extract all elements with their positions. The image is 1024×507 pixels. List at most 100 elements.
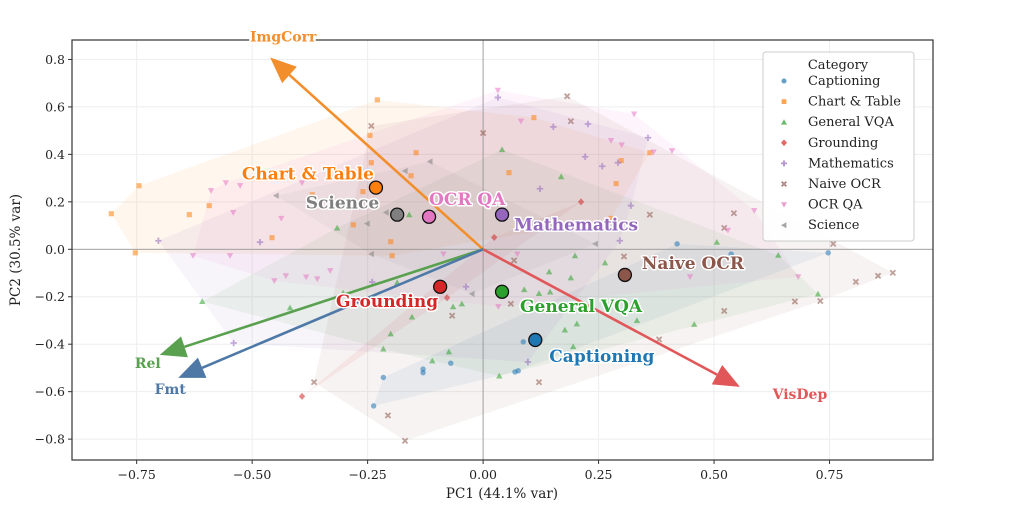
point-ocr-qa: [189, 253, 197, 259]
centroid-label-mathematics: Mathematics: [514, 216, 638, 236]
legend-entry-ocr-qa: OCR QA: [808, 198, 863, 213]
point-chart-table: [136, 183, 142, 189]
point-naive-ocr: [310, 378, 318, 386]
y-tick-label: 0.4: [45, 147, 65, 162]
arrow-head-rel: [159, 336, 188, 358]
x-tick-label: −0.50: [233, 467, 271, 482]
point-general-vqa: [567, 274, 575, 281]
point-ocr-qa: [302, 274, 310, 281]
point-general-vqa: [690, 321, 698, 327]
x-axis-label: PC1 (44.1% var): [446, 486, 558, 502]
plot-frame: [71, 39, 934, 461]
point-captioning: [515, 368, 521, 374]
x-tick-label: 0.25: [585, 467, 613, 482]
point-mathematics: [524, 358, 532, 366]
point-science: [368, 250, 374, 258]
legend-marker-chart-table: [781, 99, 787, 104]
point-science: [363, 220, 370, 227]
y-tick-label: 0.2: [45, 194, 65, 209]
centroid-chart-table: [368, 180, 384, 195]
x-tick-label: −0.25: [348, 467, 386, 482]
legend-entry-general-vqa: General VQA: [808, 115, 894, 130]
loading-label-fmt: Fmt: [155, 382, 187, 398]
point-chart-table: [132, 250, 138, 256]
point-general-vqa: [713, 238, 721, 245]
point-grounding: [443, 294, 451, 302]
hull-ocr-qa: [193, 90, 799, 307]
point-chart-table: [309, 192, 315, 198]
point-general-vqa: [561, 326, 569, 333]
arrow-shaft-imgcorr: [288, 73, 484, 251]
point-ocr-qa: [794, 274, 802, 281]
y-tick-label: 0.8: [45, 52, 65, 67]
y-tick-label: 0.6: [45, 99, 65, 114]
point-general-vqa: [408, 313, 416, 320]
point-mathematics: [550, 123, 557, 131]
point-general-vqa: [333, 224, 341, 231]
point-general-vqa: [498, 146, 506, 153]
point-captioning: [420, 369, 426, 376]
y-tick-label: 0.0: [45, 242, 65, 257]
point-general-vqa: [387, 330, 394, 337]
legend-box: [762, 51, 915, 242]
arrow-head-fmt: [178, 357, 207, 378]
point-chart-table: [350, 222, 356, 228]
centroid-label-captioning: Captioning: [549, 347, 654, 367]
hull-captioning: [373, 243, 829, 406]
centroids: Captioning Chart & Table General VQA Ground…: [240, 163, 746, 368]
point-mathematics: [536, 185, 544, 192]
point-grounding: [298, 392, 306, 400]
point-naive-ocr: [620, 253, 628, 260]
centroid-label-ocr-qa: OCR QA: [429, 190, 506, 210]
centroid-ocr-qa: [421, 209, 437, 224]
point-ocr-qa: [724, 227, 732, 234]
hull-chart-table: [111, 99, 650, 256]
arrow-shaft-visdep: [482, 248, 718, 376]
point-naive-ocr: [730, 210, 738, 217]
point-chart-table: [506, 170, 512, 176]
point-naive-ocr: [817, 297, 824, 305]
point-grounding: [577, 198, 585, 206]
hull-grounding: [302, 201, 582, 397]
centroid-label-chart-table: Chart & Table: [242, 165, 374, 185]
point-ocr-qa: [327, 268, 334, 274]
point-science: [382, 209, 389, 216]
point-general-vqa: [557, 173, 565, 180]
point-chart-table: [531, 115, 537, 121]
point-grounding: [490, 233, 498, 241]
point-captioning: [728, 251, 734, 257]
y-tick-label: −0.8: [35, 432, 65, 447]
point-ocr-qa: [751, 208, 758, 214]
point-chart-table: [647, 150, 653, 156]
point-chart-table: [269, 235, 275, 241]
centroid-mathematics: [494, 207, 510, 222]
point-captioning: [380, 374, 387, 381]
point-chart-table: [613, 180, 619, 187]
point-ocr-qa: [222, 180, 230, 187]
x-tick-label: −0.75: [118, 467, 156, 482]
point-naive-ocr: [655, 336, 663, 343]
axis-ticks: −0.75 −0.50 −0.25 0.00 0.25 0.50 0.75 0.8 0.6 0.4…: [35, 52, 844, 482]
point-naive-ocr: [874, 272, 882, 280]
point-ocr-qa: [271, 278, 278, 285]
point-general-vqa: [445, 348, 453, 355]
legend-marker-mathematics: [781, 160, 787, 167]
loading-label-imgcorr: ImgCorr: [250, 30, 317, 46]
point-chart-table: [367, 132, 373, 138]
point-ocr-qa: [230, 209, 237, 216]
legend-entry-naive-ocr: Naive OCR: [808, 177, 882, 192]
point-naive-ocr: [721, 307, 728, 315]
legend: Category Captioning Chart & Table General …: [762, 51, 915, 242]
point-mathematics: [627, 202, 635, 209]
point-ocr-qa: [514, 251, 521, 258]
point-captioning: [448, 360, 454, 366]
point-general-vqa: [521, 286, 528, 293]
point-general-vqa: [496, 372, 503, 379]
point-chart-table: [388, 239, 394, 245]
point-mathematics: [614, 159, 622, 166]
point-naive-ocr: [479, 129, 487, 137]
point-ocr-qa: [630, 111, 638, 118]
point-general-vqa: [429, 357, 436, 364]
loading-label-rel: Rel: [135, 356, 161, 372]
